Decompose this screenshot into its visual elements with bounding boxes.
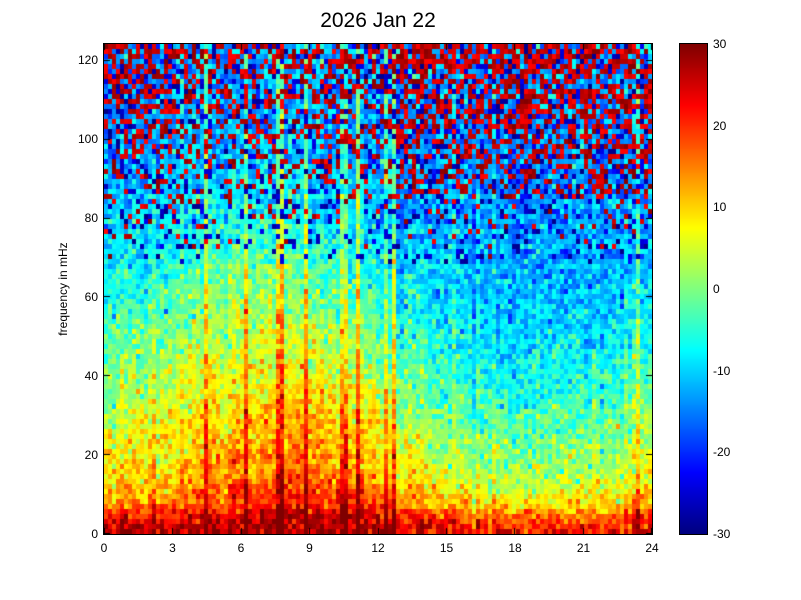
heatmap-canvas (104, 44, 652, 534)
y-tick-label: 120 (77, 52, 98, 67)
x-tick-label: 21 (576, 541, 591, 555)
colorbar (679, 43, 708, 535)
y-tick-label: 40 (84, 368, 98, 383)
y-tick-label: 100 (77, 131, 98, 146)
colorbar-tick-label: -10 (713, 363, 731, 378)
colorbar-tick-label: 30 (713, 37, 727, 51)
chart-title: 2026 Jan 22 (320, 9, 436, 32)
x-tick-label: 3 (169, 541, 176, 555)
y-tick-label: 60 (84, 289, 98, 304)
x-tick-label: 15 (439, 541, 454, 555)
y-tick-label: 20 (84, 447, 98, 462)
x-tick-label: 18 (508, 541, 522, 555)
x-tick-label: 6 (237, 541, 245, 555)
plot-area (103, 43, 653, 535)
x-tick-label: 24 (645, 541, 659, 555)
x-tick-label: 9 (306, 541, 313, 555)
y-tick-label: 0 (91, 527, 98, 541)
colorbar-tick-label: -30 (713, 527, 731, 541)
colorbar-tick-label: 20 (713, 118, 727, 133)
x-tick-label: 0 (100, 541, 108, 555)
colorbar-tick-label: -20 (713, 445, 731, 460)
colorbar-canvas (680, 44, 707, 534)
colorbar-tick-label: 0 (713, 282, 720, 296)
x-tick-label: 12 (371, 541, 385, 555)
y-tick-label: 80 (84, 210, 98, 225)
colorbar-tick-label: 10 (713, 200, 727, 215)
